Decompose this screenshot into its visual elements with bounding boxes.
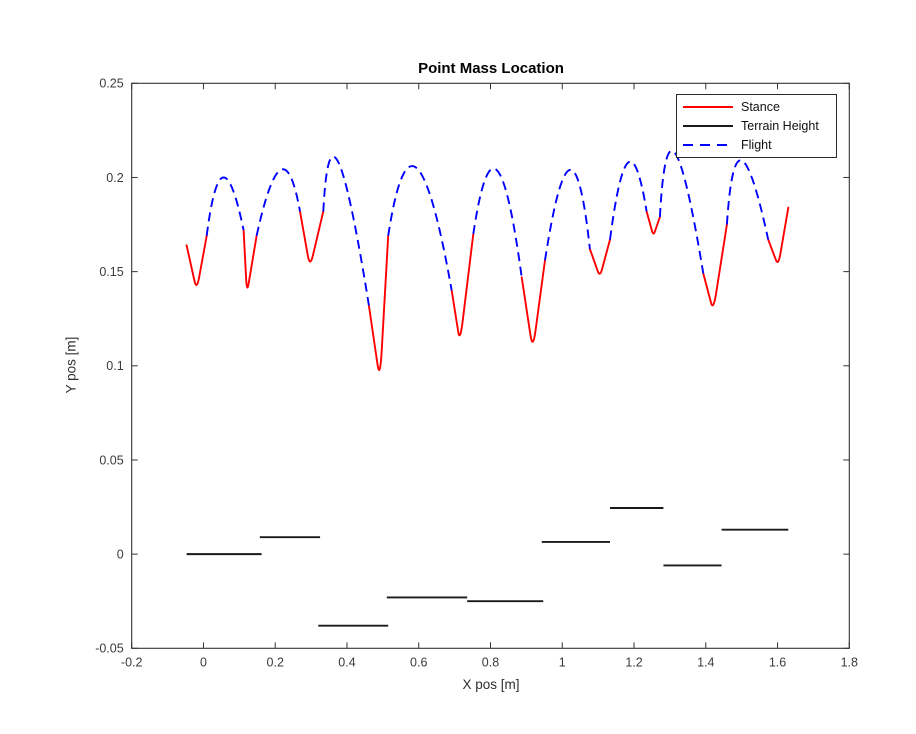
stance-path xyxy=(242,229,258,289)
y-tick-label: -0.05 xyxy=(95,642,124,656)
legend-entry: Flight xyxy=(677,136,836,154)
x-tick-label: 0.4 xyxy=(338,655,355,669)
stance-path xyxy=(367,234,390,371)
y-tick-label: 0.25 xyxy=(99,77,123,91)
stance-path xyxy=(645,210,661,235)
stance-path xyxy=(702,223,728,307)
flight-path xyxy=(658,149,705,274)
stance-path xyxy=(450,233,475,337)
flight-path xyxy=(725,159,770,240)
flight-path xyxy=(609,160,648,240)
flight-path xyxy=(544,168,591,261)
y-tick-label: 0.05 xyxy=(99,453,123,467)
legend-entry: Stance xyxy=(677,98,836,116)
x-tick-label: 1.2 xyxy=(625,655,642,669)
flight-path xyxy=(322,155,370,306)
legend-label: Stance xyxy=(741,100,780,114)
x-tick-label: 1.4 xyxy=(697,655,714,669)
y-axis-label: Y pos [m] xyxy=(63,336,79,394)
stance-path xyxy=(767,206,790,263)
legend-line-sample xyxy=(683,106,733,108)
stance-path xyxy=(299,210,325,263)
x-tick-label: 0.2 xyxy=(267,655,284,669)
x-axis-label: X pos [m] xyxy=(462,677,520,692)
y-tick-label: 0.15 xyxy=(99,265,123,279)
flight-path xyxy=(255,168,301,237)
flight-path xyxy=(472,167,523,278)
flight-path xyxy=(387,165,453,291)
legend-line-sample xyxy=(683,125,733,127)
stance-path xyxy=(185,234,208,286)
legend-entry: Terrain Height xyxy=(677,117,836,135)
x-tick-label: 0.6 xyxy=(410,655,427,669)
x-tick-label: 0.8 xyxy=(482,655,499,669)
axes-box xyxy=(131,82,850,649)
legend-label: Terrain Height xyxy=(741,119,819,133)
legend-line-sample xyxy=(683,144,733,146)
y-tick-label: 0 xyxy=(117,548,124,562)
x-tick-label: 1 xyxy=(559,655,566,669)
legend-label: Flight xyxy=(741,138,772,152)
y-tick-label: 0.2 xyxy=(106,171,123,185)
y-tick-label: 0.1 xyxy=(106,359,123,373)
chart-title: Point Mass Location xyxy=(418,60,564,77)
stance-path xyxy=(520,259,546,343)
x-tick-label: 1.6 xyxy=(769,655,786,669)
stance-path xyxy=(588,238,611,275)
x-tick-label: -0.2 xyxy=(121,655,143,669)
legend: Stance Terrain Height Flight xyxy=(676,94,837,158)
flight-path xyxy=(205,176,245,236)
x-tick-label: 1.8 xyxy=(841,655,858,669)
x-tick-label: 0 xyxy=(200,655,207,669)
